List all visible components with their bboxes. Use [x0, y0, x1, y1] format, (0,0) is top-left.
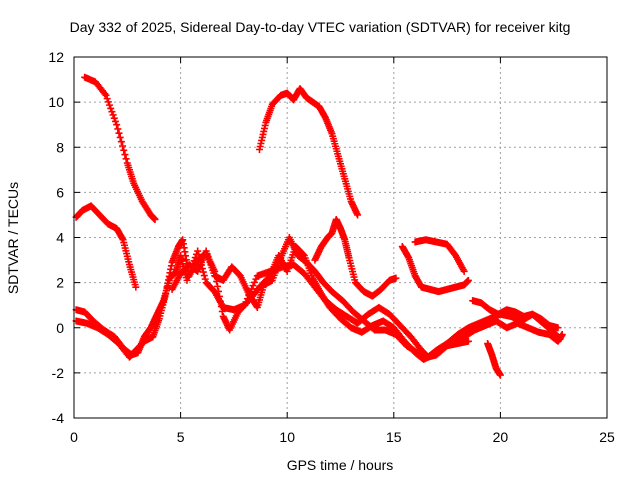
- y-tick-label: 6: [56, 184, 64, 200]
- chart-title: Day 332 of 2025, Sidereal Day-to-day VTE…: [70, 19, 571, 35]
- series-arc-5: [168, 234, 472, 361]
- data-point-marker: [194, 247, 202, 255]
- series-arc-6: [311, 215, 400, 300]
- y-tick-label: 12: [48, 49, 64, 65]
- data-point-marker: [249, 282, 257, 290]
- series-arc-10: [469, 297, 562, 332]
- data-point-marker: [104, 98, 112, 106]
- data-point-marker: [120, 146, 128, 154]
- data-point-marker: [108, 108, 116, 116]
- x-tick-label: 10: [279, 429, 295, 445]
- y-axis-label: SDTVAR / TECUs: [5, 182, 21, 294]
- data-point-marker: [201, 275, 209, 283]
- tick-labels: 0 5 10 15 20 25 -4 -2 0 2 4 6 8 10 12: [48, 49, 615, 445]
- data-point-marker: [251, 278, 259, 286]
- data-point-marker: [151, 215, 159, 223]
- data-point-marker: [113, 121, 121, 129]
- data-point-marker: [252, 275, 260, 283]
- data-point-marker: [558, 331, 566, 339]
- data-point-marker: [111, 117, 119, 125]
- x-tick-label: 15: [386, 429, 402, 445]
- data-point-marker: [101, 90, 109, 98]
- x-tick-label: 25: [599, 429, 615, 445]
- data-point-marker: [496, 371, 504, 379]
- data-point-marker: [217, 302, 225, 310]
- data-point-marker: [464, 276, 472, 284]
- data-point-marker: [119, 142, 127, 150]
- data-point-marker: [110, 114, 118, 122]
- data-point-marker: [460, 267, 468, 275]
- series-arc-11: [484, 340, 504, 379]
- data-point-marker: [103, 95, 111, 103]
- data-point-marker: [183, 276, 191, 284]
- data-point-marker: [117, 138, 125, 146]
- series-arc-9: [411, 236, 468, 275]
- data-point-marker: [354, 211, 362, 219]
- data-point-marker: [114, 125, 122, 133]
- data-point-marker: [107, 104, 115, 112]
- data-point-marker: [554, 324, 562, 332]
- data-point-marker: [115, 129, 123, 137]
- x-tick-label: 20: [493, 429, 509, 445]
- data-point-marker: [200, 272, 208, 280]
- y-tick-label: 8: [56, 139, 64, 155]
- y-tick-label: -4: [52, 410, 65, 426]
- y-tick-label: 0: [56, 320, 64, 336]
- data-point-marker: [132, 283, 140, 291]
- data-point-marker: [214, 282, 222, 290]
- plot-frame: [73, 56, 608, 419]
- data-point-marker: [218, 307, 226, 315]
- series-arc-1: [81, 73, 159, 223]
- data-point-marker: [464, 337, 472, 345]
- data-point-marker: [121, 151, 129, 159]
- series-arc-7: [255, 85, 362, 219]
- data-point-marker: [392, 274, 400, 282]
- data-point-marker: [102, 91, 110, 99]
- data-point-marker: [215, 287, 223, 295]
- series-arc-8: [398, 243, 472, 296]
- data-point-marker: [215, 292, 223, 300]
- data-point-marker: [109, 111, 117, 119]
- y-tick-label: 10: [48, 94, 64, 110]
- data-point-marker: [216, 297, 224, 305]
- y-tick-label: -2: [52, 365, 65, 381]
- y-tick-label: 4: [56, 230, 64, 246]
- data-point-marker: [106, 101, 114, 109]
- data-point-marker: [248, 285, 256, 293]
- x-tick-label: 0: [70, 429, 78, 445]
- data-point-marker: [116, 133, 124, 141]
- series-arc-2: [72, 202, 140, 291]
- x-axis-label: GPS time / hours: [287, 457, 394, 473]
- y-tick-label: 2: [56, 275, 64, 291]
- data-point-marker: [122, 155, 130, 163]
- plot-area: [72, 73, 566, 379]
- x-tick-label: 5: [177, 429, 185, 445]
